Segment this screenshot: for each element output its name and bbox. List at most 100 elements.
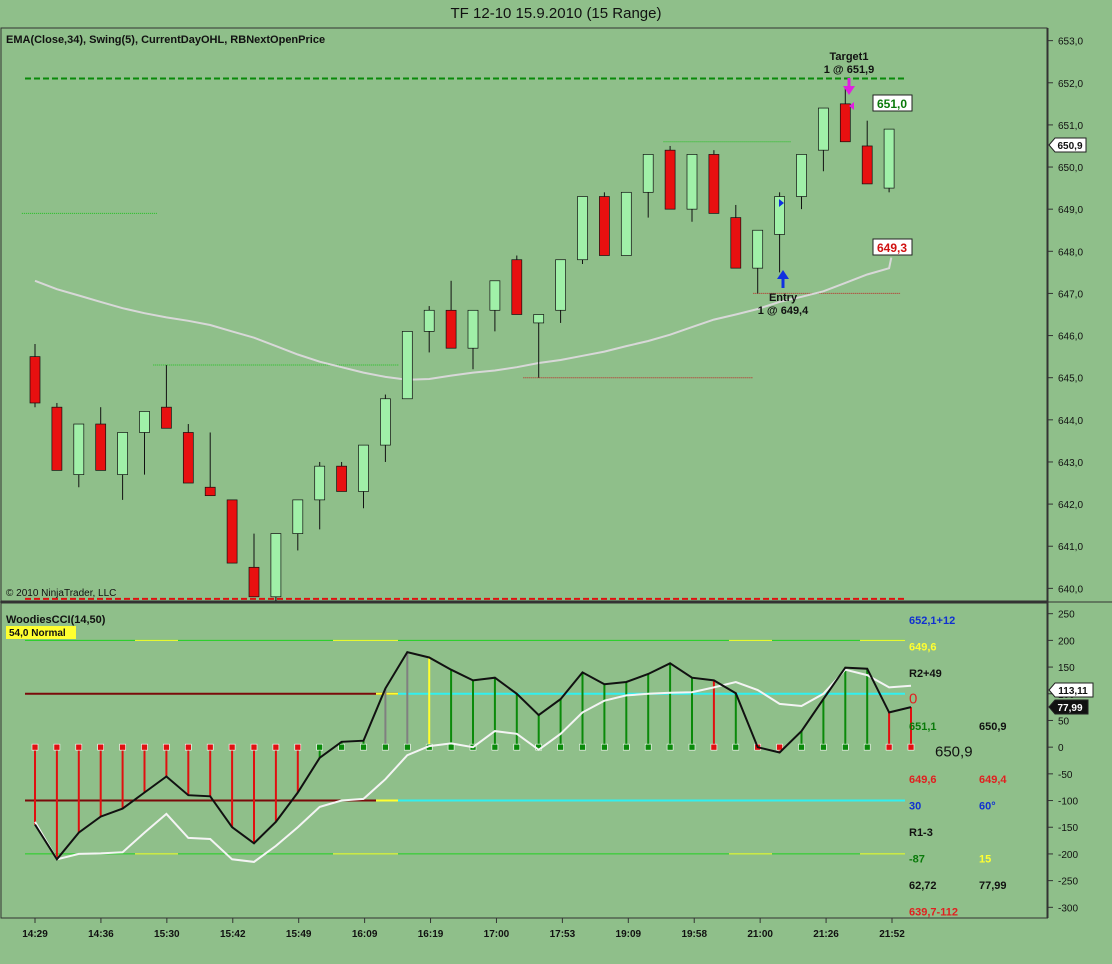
candle-body xyxy=(270,533,282,598)
cci-zero-marker xyxy=(688,743,696,751)
candle-body xyxy=(708,154,720,214)
time-tick-label: 14:36 xyxy=(88,929,114,940)
cci-tick-label: 200 xyxy=(1058,636,1075,647)
cci-sidebar-text: -87 xyxy=(909,854,925,866)
cci-tag-upper: 113,11 xyxy=(1048,682,1094,698)
cci-sidebar-text: 77,99 xyxy=(979,880,1007,892)
candle-body xyxy=(774,196,785,235)
time-tick-label: 16:09 xyxy=(352,929,378,940)
cci-zero-marker xyxy=(75,743,83,751)
price-tick-label: 642,0 xyxy=(1058,500,1083,511)
candle-body xyxy=(445,309,457,349)
candle-body xyxy=(423,309,435,332)
cci-sidebar-text: 15 xyxy=(979,854,991,866)
candle-body xyxy=(336,465,347,492)
last-price-tag-text: 650,9 xyxy=(1057,141,1082,152)
time-tick-label: 15:30 xyxy=(154,929,180,940)
target-marker-icon xyxy=(849,102,854,110)
time-tick-label: 14:29 xyxy=(22,929,48,940)
price-tick-label: 649,0 xyxy=(1058,205,1083,216)
candle-body xyxy=(883,128,895,189)
time-tick-label: 19:58 xyxy=(681,929,707,940)
candle-body xyxy=(401,331,413,400)
candle-body xyxy=(599,196,610,256)
cci-sidebar-text: 62,72 xyxy=(909,880,937,892)
cci-sidebar-text: 649,4 xyxy=(979,774,1007,786)
entry-arrow-icon xyxy=(777,270,789,288)
cci-badge-bg xyxy=(6,626,76,639)
cci-tick-label: 150 xyxy=(1058,663,1075,674)
cci-panel[interactable] xyxy=(0,602,1048,919)
price-panel[interactable] xyxy=(0,27,1048,602)
copyright-label: © 2010 NinjaTrader, LLC xyxy=(6,588,116,599)
indicator-label: EMA(Close,34), Swing(5), CurrentDayOHL, … xyxy=(6,34,325,46)
cci-tick-label: -200 xyxy=(1058,850,1078,861)
cci-line xyxy=(34,650,912,862)
price-tick-label: 652,0 xyxy=(1058,79,1083,90)
cci-zero-marker xyxy=(141,743,148,751)
cci-zero-marker xyxy=(119,743,126,751)
candle-body xyxy=(139,411,150,433)
cci-zero-marker xyxy=(491,743,499,751)
time-tick-label: 21:26 xyxy=(813,929,839,940)
price-tick-label: 646,0 xyxy=(1058,332,1083,343)
cci-tick-label: -150 xyxy=(1058,823,1078,834)
cci-zero-marker xyxy=(294,743,302,751)
cci-zero-marker xyxy=(601,743,608,751)
cci-tick-label: -300 xyxy=(1058,903,1078,914)
candle-body xyxy=(861,145,873,185)
candle-body xyxy=(226,499,238,564)
upper-price-box-text: 651,0 xyxy=(877,97,907,111)
window-title: TF 12-10 15.9.2010 (15 Range) xyxy=(0,0,1112,28)
price-tick-label: 645,0 xyxy=(1058,374,1083,385)
candle-body xyxy=(620,191,632,256)
candle-body xyxy=(752,229,764,269)
candle-body xyxy=(511,259,523,315)
cci-tick-label: 50 xyxy=(1058,716,1070,727)
lower-price-box: 649,3 xyxy=(872,238,913,256)
candle-body xyxy=(730,217,742,269)
price-tick-label: 643,0 xyxy=(1058,458,1083,469)
cci-tag-lower-text: 77,99 xyxy=(1057,703,1082,714)
candle-body xyxy=(380,398,391,446)
candle-body xyxy=(182,432,194,484)
candle-body xyxy=(664,149,676,210)
cci-badge: 54,0 Normal xyxy=(9,628,66,639)
cci-sidebar-text: 649,6 xyxy=(909,642,937,654)
cci-tag-lower: 77,99 xyxy=(1048,699,1089,715)
price-tick-label: 640,0 xyxy=(1058,584,1083,595)
cci-sidebar-text: 651,1 xyxy=(909,721,937,733)
cci-sidebar-text: 650,9 xyxy=(979,721,1007,733)
last-price-tag: 650,9 xyxy=(1048,137,1087,153)
candle-body xyxy=(314,465,326,501)
target-arrow-icon xyxy=(843,78,855,95)
time-tick-label: 17:00 xyxy=(484,929,510,940)
cci-zero-marker xyxy=(338,743,345,751)
cci-zero-marker xyxy=(513,743,521,751)
candle-body xyxy=(51,406,63,471)
candle-body xyxy=(818,107,829,151)
cci-zero-marker xyxy=(885,743,893,751)
candle-body xyxy=(117,432,128,475)
candle-body xyxy=(248,566,260,598)
time-tick-label: 15:42 xyxy=(220,929,246,940)
time-tick-label: 21:00 xyxy=(747,929,773,940)
price-layer xyxy=(21,77,905,601)
cci-zero-marker xyxy=(316,743,324,751)
cci-zero-marker xyxy=(360,743,367,751)
cci-zero-marker xyxy=(798,743,805,751)
cci-layer xyxy=(25,639,915,863)
entry-label-line1: Entry xyxy=(769,292,798,304)
cci-tick-label: 250 xyxy=(1058,610,1075,621)
entry-label-line2: 1 @ 649,4 xyxy=(758,305,809,317)
time-tick-label: 21:52 xyxy=(879,929,905,940)
cci-zero-marker xyxy=(820,743,827,751)
cci-zero-marker xyxy=(579,743,586,751)
cci-zero-marker xyxy=(776,743,783,751)
cci-zero-marker xyxy=(403,743,411,751)
cci-zero-marker xyxy=(250,743,258,751)
cci-zero-marker xyxy=(447,743,455,751)
cci-zero-marker xyxy=(31,743,39,751)
ema-line xyxy=(34,257,893,381)
